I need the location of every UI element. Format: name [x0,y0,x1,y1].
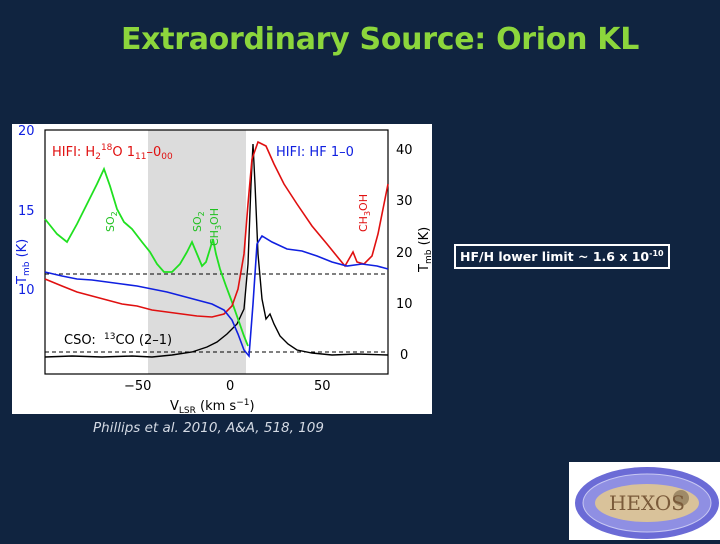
left-tick-label: 20 [18,124,35,139]
hf-abundance-callout: HF/H lower limit ~ 1.6 x 10-10 [454,244,670,270]
x-axis-label: VLSR (km s−1) [170,398,255,414]
x-tick-label: 50 [314,379,331,394]
h2o-spectrum-line [44,166,249,347]
hifi-hf-label: HIFI: HF 1–0 [276,145,354,160]
right-tick-label: 0 [400,348,408,363]
callout-text: HF/H lower limit ~ 1.6 x 10 [460,249,650,265]
hexos-logo: HEXOS [569,462,720,540]
left-tick-label: 10 [18,283,35,298]
x-axis-ticks: −50 0 50 [124,379,331,394]
left-axis-label: Tmb (K) [15,239,32,285]
cso-label: CSO: [64,333,96,348]
spectrum-plot: 20 15 10 Tmb (K) 40 30 20 10 0 Tmb (K) −… [15,124,432,414]
co-transition-label: 13CO (2–1) [104,332,172,348]
hexos-logo-icon: HEXOS [575,467,719,539]
x-tick-label: −50 [124,379,151,394]
hifi-h2o-label: HIFI: H218O 111–000 [52,143,173,162]
right-axis-label: Tmb (K) [417,227,432,273]
right-tick-label: 10 [396,297,413,312]
ch3oh-label: CH3OH [357,194,372,232]
so2-label: SO2 [191,211,206,232]
right-tick-label: 40 [396,143,413,158]
logo-text: HEXOS [609,491,685,515]
spectrum-figure: 20 15 10 Tmb (K) 40 30 20 10 0 Tmb (K) −… [12,124,432,414]
plot-frame [44,129,389,375]
right-tick-label: 20 [396,246,413,261]
hf-alt-spectrum-line [44,234,389,359]
right-tick-label: 30 [396,194,413,209]
callout-exponent: -10 [649,249,664,258]
slide-title: Extraordinary Source: Orion KL [120,22,640,57]
so2-label: SO2 [104,211,119,232]
x-tick-label: 0 [226,379,234,394]
ch3oh-label: CH3OH [208,208,223,246]
left-tick-label: 15 [18,204,35,219]
right-axis-ticks: 40 30 20 10 0 [396,143,413,363]
figure-caption: Phillips et al. 2010, A&A, 518, 109 [93,420,324,436]
left-axis-ticks: 20 15 10 [18,124,35,298]
hf-spectrum-line [44,140,389,318]
